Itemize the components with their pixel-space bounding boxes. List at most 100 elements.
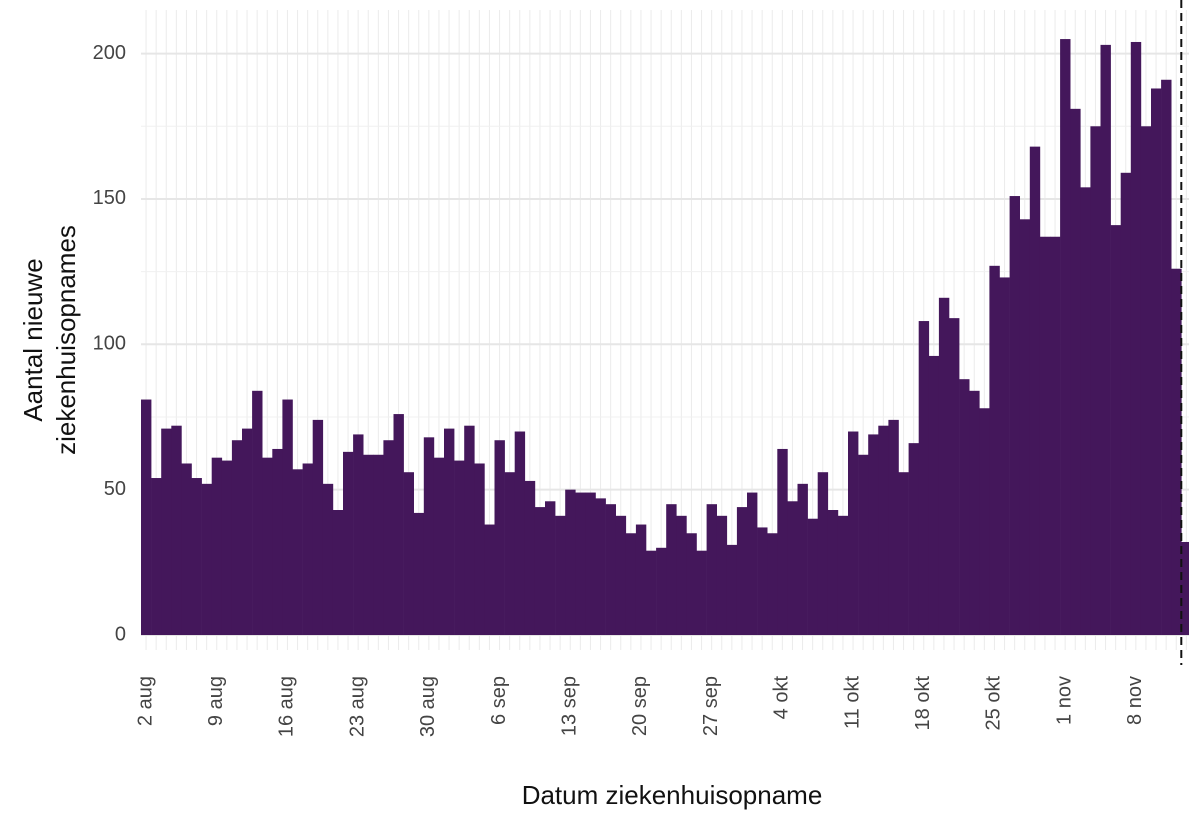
bar (161, 429, 171, 635)
bar (565, 490, 575, 635)
bar (868, 434, 878, 635)
bar (919, 321, 929, 635)
y-tick-label: 0 (115, 623, 126, 645)
y-axis-title: ziekenhuisopnames (51, 225, 81, 455)
bar (1060, 39, 1070, 635)
bar (1141, 126, 1151, 635)
bar (515, 432, 525, 635)
bar (192, 478, 202, 635)
bar (717, 516, 727, 635)
bar (1121, 173, 1131, 635)
bar (232, 440, 242, 635)
bar (1181, 542, 1189, 635)
bar (949, 318, 959, 635)
bar (1040, 237, 1050, 635)
bar (222, 461, 232, 635)
bar (656, 548, 666, 635)
x-tick-label: 25 okt (983, 676, 1005, 731)
bar (929, 356, 939, 635)
y-tick-label: 100 (93, 333, 126, 355)
bar (707, 504, 717, 635)
bar (939, 298, 949, 635)
bar (1090, 126, 1100, 635)
bar (555, 516, 565, 635)
bar (444, 429, 454, 635)
bar (535, 507, 545, 635)
bar (1101, 45, 1111, 635)
bar (888, 420, 898, 635)
bar (343, 452, 353, 635)
bar (747, 493, 757, 635)
y-tick-label: 150 (93, 187, 126, 209)
x-tick-label: 2 aug (134, 676, 156, 726)
bar (1161, 80, 1171, 635)
bar (202, 484, 212, 635)
bar (363, 455, 373, 635)
bar (818, 472, 828, 635)
bar (545, 501, 555, 635)
bar (252, 391, 262, 635)
bar (909, 443, 919, 635)
bar (383, 440, 393, 635)
bar (878, 426, 888, 635)
bar (767, 533, 777, 635)
bar (282, 400, 292, 635)
bar (181, 463, 191, 635)
x-tick-label: 4 okt (771, 676, 793, 720)
bar (303, 463, 313, 635)
bar (596, 498, 606, 635)
bar (484, 525, 494, 635)
bar (272, 449, 282, 635)
bar (1050, 237, 1060, 635)
x-tick-label: 6 sep (488, 676, 510, 725)
bar (1070, 109, 1080, 635)
bar (575, 493, 585, 635)
bar (989, 266, 999, 635)
bar (979, 408, 989, 635)
x-tick-label: 8 nov (1124, 676, 1146, 725)
bar (848, 432, 858, 635)
bar (697, 551, 707, 635)
x-tick-label: 9 aug (205, 676, 227, 726)
y-axis-title: Aantal nieuwe (18, 258, 48, 421)
bar (626, 533, 636, 635)
x-axis-title: Datum ziekenhuisopname (522, 780, 823, 810)
x-tick-label: 1 nov (1053, 676, 1075, 725)
bar (293, 469, 303, 635)
y-tick-label: 200 (93, 42, 126, 64)
x-tick-label: 30 aug (417, 676, 439, 737)
bar (838, 516, 848, 635)
bar (464, 426, 474, 635)
bar (808, 519, 818, 635)
bar (727, 545, 737, 635)
bar (969, 391, 979, 635)
y-tick-label: 50 (104, 478, 126, 500)
bar (777, 449, 787, 635)
bar (373, 455, 383, 635)
bar (212, 458, 222, 635)
bar (262, 458, 272, 635)
bar (141, 400, 151, 635)
bar (585, 493, 595, 635)
bar (394, 414, 404, 635)
bar (505, 472, 515, 635)
bar (151, 478, 161, 635)
bar (666, 504, 676, 635)
bar (454, 461, 464, 635)
bar (313, 420, 323, 635)
x-tick-label: 27 sep (700, 676, 722, 736)
bar (1131, 42, 1141, 635)
x-tick-label: 13 sep (559, 676, 581, 736)
bar (1020, 219, 1030, 635)
bar (1010, 196, 1020, 635)
bar (1111, 225, 1121, 635)
x-tick-label: 11 okt (841, 676, 863, 729)
bar (899, 472, 909, 635)
x-tick-label: 20 sep (629, 676, 651, 736)
bar (323, 484, 333, 635)
bar (1000, 277, 1010, 635)
bar (474, 463, 484, 635)
bar (1151, 88, 1161, 635)
bar (424, 437, 434, 635)
bar (495, 440, 505, 635)
